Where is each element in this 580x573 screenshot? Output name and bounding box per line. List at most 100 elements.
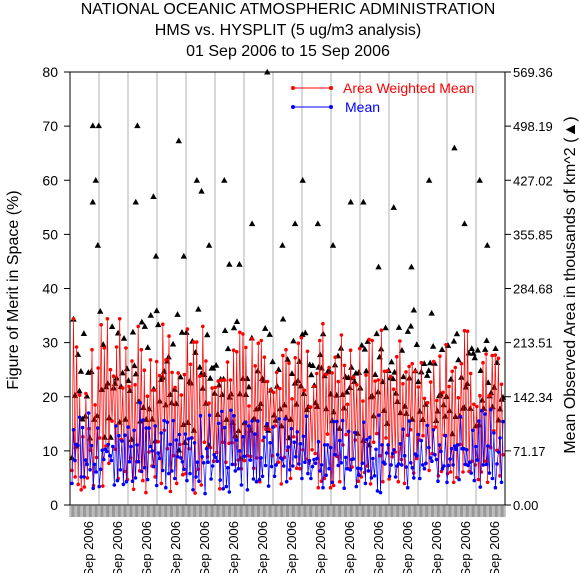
point-area-weighted-mean bbox=[99, 323, 103, 327]
point-mean bbox=[216, 421, 221, 426]
point-mean bbox=[229, 408, 233, 413]
point-mean bbox=[396, 462, 401, 466]
point-area-weighted-mean bbox=[336, 379, 341, 384]
point-area-weighted-mean bbox=[425, 400, 430, 405]
area-marker bbox=[89, 198, 96, 205]
point-area-weighted-mean bbox=[168, 489, 173, 494]
area-marker bbox=[375, 263, 382, 270]
area-marker bbox=[369, 392, 376, 399]
point-area-weighted-mean bbox=[188, 362, 193, 367]
point-mean bbox=[283, 417, 288, 421]
point-mean bbox=[331, 419, 336, 424]
point-area-weighted-mean bbox=[176, 371, 180, 375]
point-area-weighted-mean bbox=[122, 469, 127, 474]
point-mean bbox=[145, 477, 150, 482]
point-area-weighted-mean bbox=[413, 369, 418, 374]
area-marker bbox=[495, 416, 502, 423]
area-marker bbox=[358, 341, 366, 348]
point-mean bbox=[401, 427, 406, 432]
point-mean bbox=[467, 460, 472, 465]
area-marker bbox=[287, 416, 294, 422]
point-mean bbox=[165, 420, 170, 425]
point-area-weighted-mean bbox=[381, 479, 385, 484]
area-marker bbox=[424, 372, 431, 378]
right-tick-label: 284.68 bbox=[513, 282, 553, 297]
point-area-weighted-mean bbox=[485, 480, 490, 485]
point-mean bbox=[114, 424, 118, 428]
point-area-weighted-mean bbox=[117, 317, 122, 321]
area-marker bbox=[172, 400, 180, 407]
area-marker bbox=[195, 305, 202, 312]
point-mean bbox=[284, 479, 289, 484]
point-area-weighted-mean bbox=[148, 358, 153, 362]
point-mean bbox=[419, 438, 424, 443]
title-line-3: 01 Sep 2006 to 15 Sep 2006 bbox=[186, 43, 390, 60]
point-mean bbox=[300, 476, 304, 481]
point-area-weighted-mean bbox=[448, 470, 453, 474]
point-mean bbox=[442, 464, 446, 468]
point-mean bbox=[318, 469, 322, 473]
point-area-weighted-mean bbox=[401, 382, 405, 386]
point-area-weighted-mean bbox=[294, 466, 299, 471]
point-mean bbox=[421, 463, 425, 467]
point-area-weighted-mean bbox=[159, 481, 164, 486]
area-marker bbox=[149, 415, 156, 422]
area-marker bbox=[239, 375, 247, 381]
point-mean bbox=[455, 443, 460, 447]
y-axis-label-right: Mean Observed Area in thousands of km^2 … bbox=[562, 116, 579, 453]
area-marker bbox=[155, 321, 162, 328]
point-area-weighted-mean bbox=[416, 385, 421, 389]
point-area-weighted-mean bbox=[456, 396, 461, 400]
point-mean bbox=[469, 471, 474, 475]
area-marker bbox=[97, 308, 104, 314]
point-area-weighted-mean bbox=[361, 399, 365, 403]
area-marker bbox=[178, 328, 186, 335]
point-mean bbox=[451, 463, 455, 467]
point-mean bbox=[366, 469, 371, 473]
area-marker bbox=[123, 365, 131, 372]
point-area-weighted-mean bbox=[427, 468, 431, 473]
point-area-weighted-mean bbox=[185, 327, 190, 331]
point-mean bbox=[85, 462, 89, 467]
point-mean bbox=[362, 420, 366, 425]
point-mean bbox=[218, 478, 222, 482]
point-mean bbox=[390, 451, 395, 456]
point-area-weighted-mean bbox=[253, 364, 257, 368]
area-marker bbox=[336, 425, 343, 431]
point-area-weighted-mean bbox=[422, 396, 427, 401]
point-mean bbox=[89, 443, 94, 448]
point-area-weighted-mean bbox=[402, 481, 407, 486]
point-area-weighted-mean bbox=[108, 367, 113, 372]
point-mean bbox=[133, 476, 138, 480]
point-area-weighted-mean bbox=[284, 347, 288, 352]
legend-marker-mean-2 bbox=[329, 105, 333, 109]
point-mean bbox=[312, 457, 316, 462]
point-area-weighted-mean bbox=[278, 386, 282, 391]
point-area-weighted-mean bbox=[124, 346, 128, 350]
right-tick-label: 0.00 bbox=[513, 498, 538, 513]
point-mean bbox=[309, 476, 313, 481]
area-marker bbox=[455, 356, 462, 363]
area-marker bbox=[125, 377, 132, 383]
left-axis-ticks: 0 10 20 30 40 50 60 70 80 bbox=[42, 64, 70, 513]
point-mean bbox=[324, 473, 328, 478]
area-marker bbox=[88, 368, 95, 374]
point-mean bbox=[142, 465, 147, 470]
area-marker bbox=[114, 329, 122, 336]
point-mean bbox=[73, 458, 77, 463]
area-marker bbox=[230, 324, 238, 331]
area-marker bbox=[198, 187, 205, 194]
point-area-weighted-mean bbox=[419, 360, 424, 365]
area-marker bbox=[212, 362, 220, 368]
point-mean bbox=[277, 417, 282, 421]
area-marker bbox=[132, 198, 139, 205]
point-area-weighted-mean bbox=[136, 324, 140, 329]
area-marker bbox=[236, 390, 244, 397]
point-mean bbox=[452, 444, 457, 448]
point-mean bbox=[129, 444, 133, 449]
right-tick-label: 213.51 bbox=[513, 336, 553, 351]
point-area-weighted-mean bbox=[182, 372, 187, 377]
point-mean bbox=[363, 481, 368, 486]
area-marker bbox=[408, 263, 415, 270]
